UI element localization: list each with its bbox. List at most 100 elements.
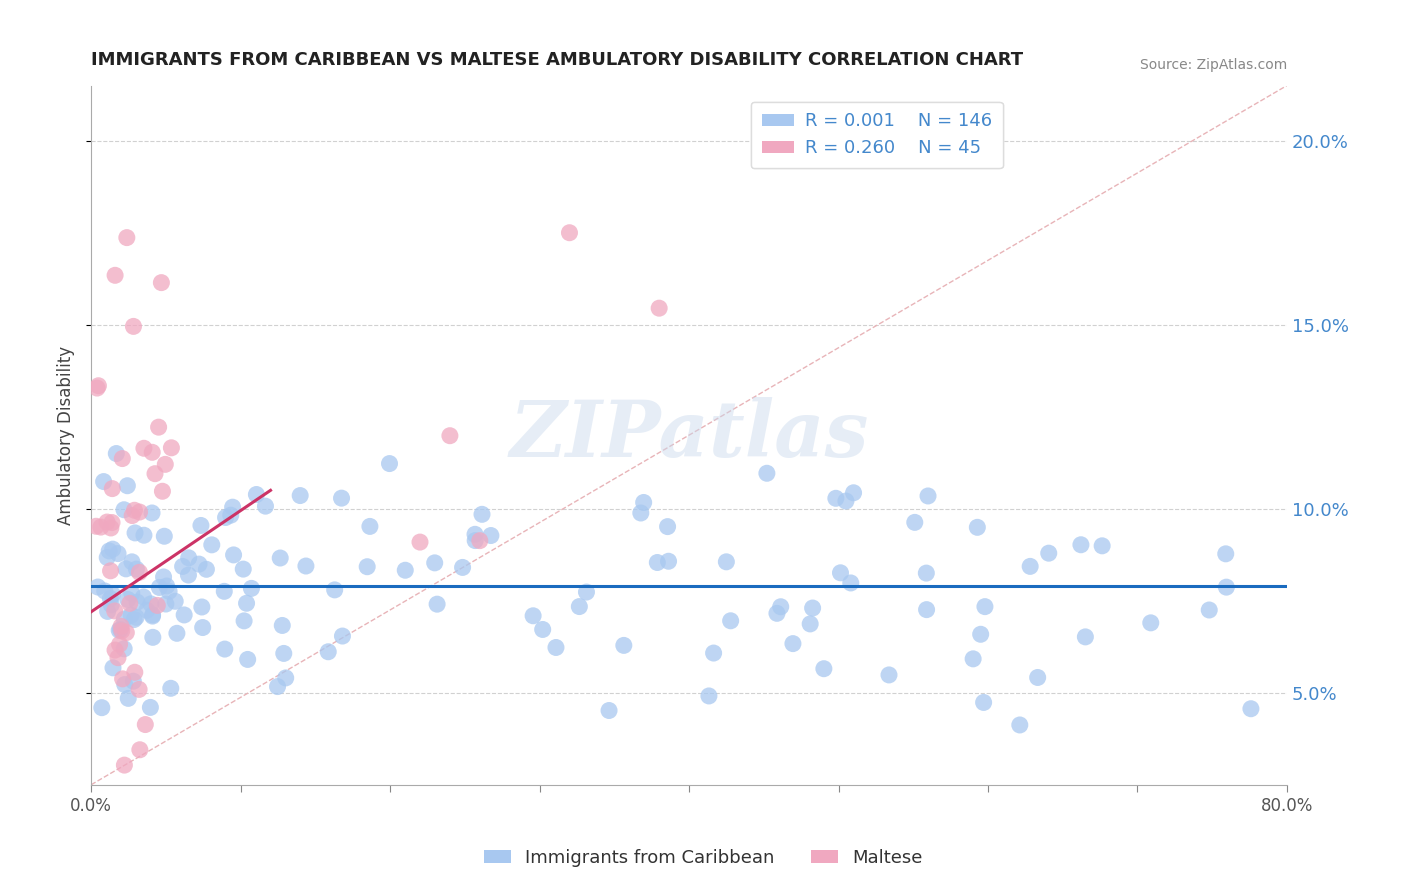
Point	[101, 587, 124, 601]
Point	[122, 674, 145, 689]
Point	[245, 487, 267, 501]
Point	[117, 592, 139, 607]
Point	[915, 566, 938, 580]
Point	[915, 602, 938, 616]
Point	[1215, 547, 1237, 561]
Point	[824, 491, 846, 506]
Point	[104, 604, 127, 618]
Point	[111, 672, 134, 686]
Point	[755, 467, 778, 481]
Point	[150, 276, 173, 290]
Point	[121, 555, 143, 569]
Point	[378, 457, 401, 471]
Point	[962, 652, 984, 666]
Point	[544, 640, 567, 655]
Point	[156, 579, 179, 593]
Point	[917, 489, 939, 503]
Point	[159, 681, 181, 696]
Point	[84, 519, 107, 533]
Point	[657, 519, 679, 533]
Point	[188, 557, 211, 571]
Point	[141, 445, 163, 459]
Point	[139, 597, 162, 611]
Point	[100, 564, 122, 578]
Point	[782, 637, 804, 651]
Point	[155, 458, 177, 472]
Point	[105, 446, 128, 460]
Point	[128, 566, 150, 580]
Point	[835, 494, 858, 508]
Point	[117, 691, 139, 706]
Point	[1215, 580, 1237, 594]
Point	[112, 612, 135, 626]
Point	[288, 489, 311, 503]
Point	[330, 491, 353, 505]
Point	[191, 621, 214, 635]
Point	[295, 559, 318, 574]
Point	[108, 637, 131, 651]
Point	[153, 529, 176, 543]
Point	[842, 485, 865, 500]
Point	[190, 518, 212, 533]
Point	[115, 230, 138, 244]
Point	[110, 623, 132, 637]
Point	[101, 482, 124, 496]
Point	[966, 520, 988, 534]
Point	[146, 599, 169, 613]
Point	[558, 226, 581, 240]
Point	[451, 560, 474, 574]
Point	[160, 441, 183, 455]
Point	[394, 563, 416, 577]
Point	[142, 631, 165, 645]
Point	[464, 527, 486, 541]
Point	[522, 608, 544, 623]
Point	[165, 594, 187, 608]
Point	[332, 629, 354, 643]
Y-axis label: Ambulatory Disability: Ambulatory Disability	[58, 345, 75, 524]
Point	[201, 538, 224, 552]
Point	[468, 533, 491, 548]
Point	[969, 627, 991, 641]
Point	[471, 508, 494, 522]
Point	[117, 479, 139, 493]
Point	[839, 576, 862, 591]
Point	[575, 585, 598, 599]
Point	[112, 641, 135, 656]
Point	[172, 559, 194, 574]
Point	[633, 495, 655, 509]
Point	[254, 499, 277, 513]
Point	[830, 566, 852, 580]
Point	[766, 607, 789, 621]
Point	[769, 599, 792, 614]
Point	[93, 475, 115, 489]
Point	[152, 484, 174, 499]
Point	[121, 586, 143, 600]
Text: ZIPatlas: ZIPatlas	[509, 397, 869, 474]
Point	[124, 503, 146, 517]
Point	[125, 610, 148, 624]
Point	[232, 562, 254, 576]
Point	[107, 650, 129, 665]
Point	[191, 599, 214, 614]
Point	[90, 700, 112, 714]
Point	[531, 623, 554, 637]
Point	[1198, 603, 1220, 617]
Legend: R = 0.001    N = 146, R = 0.260    N = 45: R = 0.001 N = 146, R = 0.260 N = 45	[751, 102, 1002, 169]
Point	[271, 618, 294, 632]
Point	[124, 525, 146, 540]
Point	[904, 516, 927, 530]
Point	[90, 520, 112, 534]
Point	[1091, 539, 1114, 553]
Point	[173, 607, 195, 622]
Point	[426, 597, 449, 611]
Point	[813, 662, 835, 676]
Point	[96, 550, 118, 565]
Point	[127, 595, 149, 609]
Point	[155, 597, 177, 611]
Point	[98, 544, 121, 558]
Point	[1074, 630, 1097, 644]
Point	[132, 590, 155, 604]
Point	[657, 554, 679, 568]
Point	[648, 301, 671, 315]
Point	[104, 268, 127, 283]
